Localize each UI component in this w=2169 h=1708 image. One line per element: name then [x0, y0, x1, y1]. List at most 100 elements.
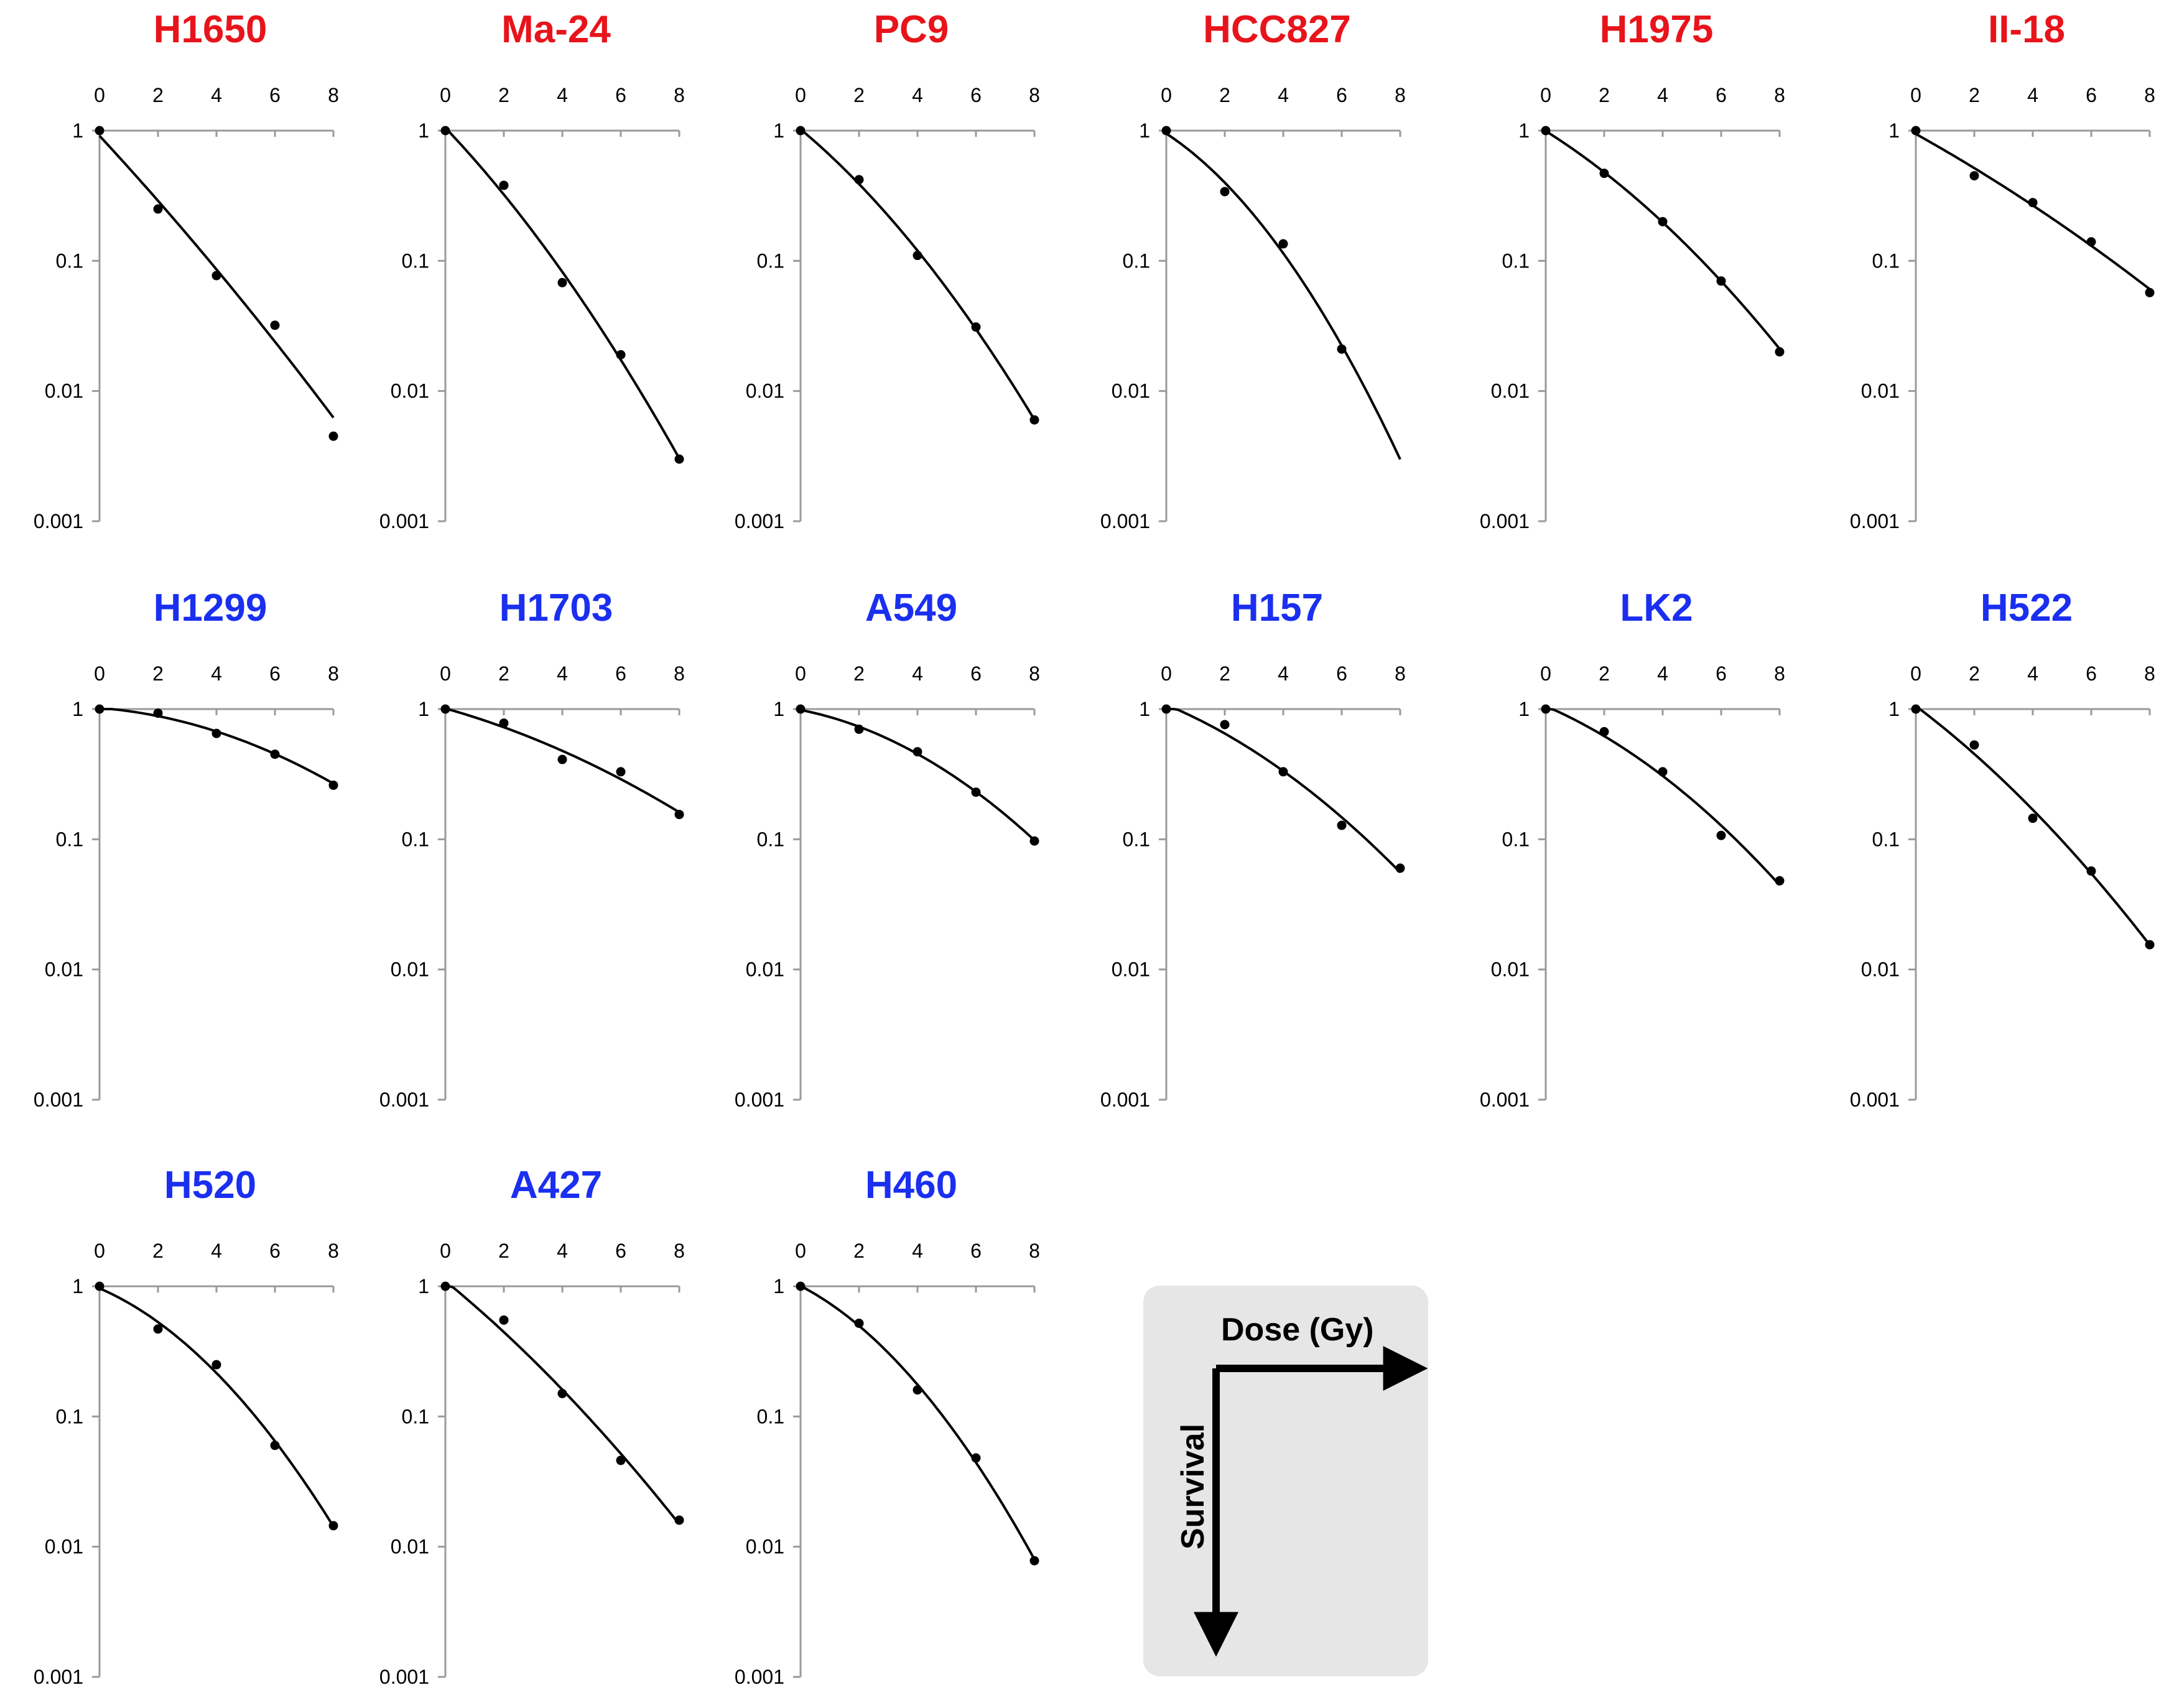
y-tick-label: 1 [418, 1275, 429, 1297]
x-tick-label: 8 [674, 662, 685, 685]
y-tick-label: 1 [773, 698, 784, 720]
data-point-hcc827 [1337, 344, 1347, 354]
y-tick-label: 0.001 [1850, 510, 1900, 532]
data-point-h1650 [153, 204, 163, 214]
data-point-a427 [557, 1388, 567, 1398]
data-point-h520 [211, 1360, 221, 1370]
x-tick-label: 2 [498, 1240, 509, 1262]
chart-title-h1703: H1703 [499, 587, 613, 629]
x-tick-label: 2 [152, 84, 164, 106]
x-tick-label: 2 [853, 662, 865, 685]
y-tick-label: 0.1 [757, 828, 784, 850]
y-tick-label: 1 [1518, 119, 1530, 142]
data-point-hcc827 [1278, 239, 1288, 249]
data-point-ii-18 [1911, 126, 1921, 136]
x-tick-label: 0 [440, 662, 451, 685]
y-tick-label: 0.01 [391, 958, 429, 981]
x-tick-label: 6 [269, 84, 281, 106]
fit-curve-pc9 [800, 129, 1036, 420]
x-tick-label: 6 [2086, 662, 2097, 685]
y-tick-label: 0.001 [379, 1088, 429, 1111]
x-tick-label: 8 [674, 1240, 685, 1262]
x-tick-label: 4 [2027, 662, 2038, 685]
x-tick-label: 6 [1336, 662, 1347, 685]
data-point-h1650 [270, 320, 280, 330]
data-point-a427 [440, 1281, 450, 1291]
chart-title-a427: A427 [510, 1164, 602, 1207]
data-point-h460 [971, 1453, 981, 1463]
y-tick-label: 1 [72, 1275, 83, 1297]
chart-title-h157: H157 [1231, 587, 1323, 629]
y-tick-label: 0.1 [1123, 249, 1150, 272]
x-tick-label: 0 [1161, 662, 1172, 685]
x-tick-label: 2 [1969, 662, 1980, 685]
data-point-ma-24 [674, 454, 684, 464]
x-tick-label: 2 [853, 1240, 865, 1262]
chart-title-hcc827: HCC827 [1203, 8, 1351, 51]
y-tick-label: 0.001 [1480, 1088, 1530, 1111]
data-point-h520 [153, 1324, 163, 1334]
y-tick-label: 0.001 [1100, 1088, 1150, 1111]
data-point-h522 [1969, 740, 1979, 750]
y-tick-label: 0.01 [746, 958, 784, 981]
data-point-ii-18 [1969, 171, 1979, 181]
x-tick-label: 4 [557, 84, 568, 106]
x-tick-label: 0 [1161, 84, 1172, 106]
x-tick-label: 6 [970, 1240, 982, 1262]
x-tick-label: 8 [328, 1240, 339, 1262]
x-tick-label: 6 [615, 662, 626, 685]
x-tick-label: 8 [1029, 662, 1040, 685]
x-tick-label: 8 [328, 84, 339, 106]
y-tick-label: 0.01 [1112, 958, 1150, 981]
data-point-h520 [328, 1521, 338, 1531]
chart-title-a549: A549 [865, 587, 957, 629]
y-tick-label: 1 [773, 119, 784, 142]
x-tick-label: 0 [94, 1240, 105, 1262]
y-tick-label: 0.1 [757, 1405, 784, 1427]
x-tick-label: 2 [498, 662, 509, 685]
data-point-lk2 [1775, 876, 1785, 886]
data-point-a427 [499, 1315, 509, 1325]
x-tick-label: 8 [2144, 84, 2155, 106]
x-tick-label: 6 [1716, 662, 1727, 685]
data-point-h157 [1278, 767, 1288, 777]
data-point-h460 [913, 1385, 922, 1395]
data-point-ii-18 [2086, 237, 2096, 247]
data-point-h1703 [616, 767, 626, 777]
data-point-h1650 [211, 271, 221, 281]
data-point-ma-24 [616, 350, 626, 360]
y-tick-label: 0.001 [34, 1666, 83, 1688]
y-tick-label: 0.1 [1872, 249, 1900, 272]
y-tick-label: 0.01 [1491, 380, 1530, 402]
x-tick-label: 6 [615, 84, 626, 106]
x-tick-label: 4 [1657, 84, 1668, 106]
y-tick-label: 0.001 [1850, 1088, 1900, 1111]
x-tick-label: 4 [211, 84, 222, 106]
x-tick-label: 2 [1969, 84, 1980, 106]
x-tick-label: 6 [615, 1240, 626, 1262]
data-point-lk2 [1599, 726, 1609, 736]
data-point-h1975 [1599, 169, 1609, 179]
y-tick-label: 0.01 [1491, 958, 1530, 981]
x-tick-label: 4 [211, 1240, 222, 1262]
data-point-h1299 [270, 750, 280, 759]
data-point-h1975 [1775, 347, 1785, 357]
x-tick-label: 2 [853, 84, 865, 106]
x-tick-label: 4 [211, 662, 222, 685]
y-tick-label: 1 [418, 119, 429, 142]
y-tick-label: 0.1 [1123, 828, 1150, 850]
data-point-pc9 [1029, 415, 1039, 425]
y-tick-label: 0.01 [45, 380, 83, 402]
fit-curve-h522 [1916, 708, 2151, 946]
y-tick-label: 0.01 [391, 1536, 429, 1558]
data-point-lk2 [1716, 830, 1726, 840]
x-tick-label: 6 [269, 1240, 281, 1262]
data-point-h522 [2028, 814, 2038, 824]
data-point-h157 [1161, 704, 1171, 714]
data-point-pc9 [913, 251, 922, 261]
x-tick-label: 0 [1910, 662, 1921, 685]
chart-title-h520: H520 [164, 1164, 256, 1207]
y-tick-label: 0.1 [56, 828, 83, 850]
data-point-a427 [616, 1455, 626, 1465]
